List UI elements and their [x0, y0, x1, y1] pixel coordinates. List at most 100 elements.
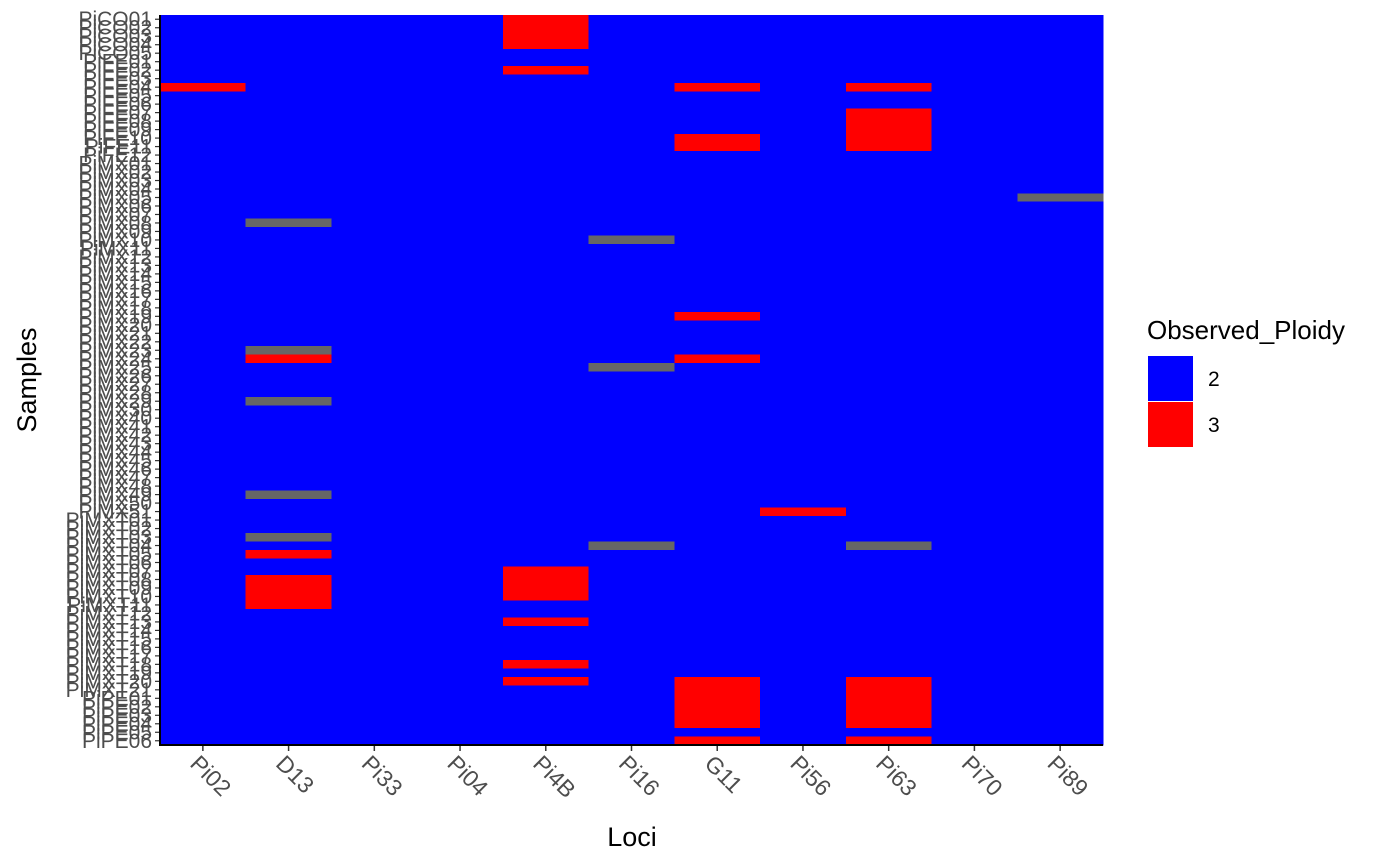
heatmap-cell	[245, 218, 333, 228]
heatmap-cell	[245, 116, 333, 126]
heatmap-cell	[245, 380, 333, 390]
y-tick-label: PiMX42	[78, 424, 152, 447]
heatmap-cell	[160, 736, 247, 746]
y-tick-label: PiMXT14	[66, 619, 153, 642]
heatmap-cell	[331, 558, 418, 568]
heatmap-cell	[245, 312, 333, 322]
heatmap-cell	[331, 159, 418, 169]
heatmap-cell	[588, 133, 675, 143]
heatmap-cell	[674, 668, 761, 678]
heatmap-cell	[502, 566, 590, 576]
y-tick-label: PiMX02	[78, 161, 152, 184]
heatmap-cell	[760, 363, 847, 373]
heatmap-cell	[417, 702, 504, 712]
y-tick-label: PiMXT13	[66, 611, 152, 634]
heatmap-cell	[1017, 609, 1104, 619]
heatmap-cell	[1017, 668, 1104, 678]
heatmap-cell	[1017, 312, 1104, 322]
heatmap-cell	[588, 643, 675, 653]
heatmap-cell	[845, 286, 933, 296]
heatmap-cell	[160, 422, 247, 432]
y-tick-label: PiMXT12	[66, 602, 152, 625]
heatmap-cell	[931, 159, 1018, 169]
heatmap-cell	[1017, 405, 1104, 415]
heatmap-cell	[674, 532, 761, 542]
heatmap-cell	[502, 210, 590, 220]
heatmap-cell	[417, 286, 504, 296]
heatmap-cell	[588, 65, 675, 76]
heatmap-cell	[760, 566, 847, 576]
heatmap-cell	[1017, 40, 1104, 50]
heatmap-cell	[502, 634, 590, 644]
y-tick-label: PiMXT08	[66, 568, 152, 591]
heatmap-cell	[160, 91, 247, 101]
heatmap-cell	[331, 634, 418, 644]
heatmap-cell	[674, 702, 761, 712]
heatmap-cell	[1017, 380, 1104, 390]
heatmap-cell	[331, 515, 418, 525]
y-tick-label: PiFE06	[83, 93, 152, 116]
heatmap-cell	[160, 532, 247, 542]
heatmap-cell	[674, 728, 761, 738]
heatmap-cell	[588, 74, 675, 84]
heatmap-cell	[760, 320, 847, 330]
heatmap-cell	[245, 507, 333, 517]
x-tick-label: Pi16	[614, 750, 665, 801]
heatmap-cell	[245, 422, 333, 432]
heatmap-cell	[588, 498, 675, 508]
heatmap-cell	[588, 303, 675, 313]
heatmap-cell	[845, 371, 933, 381]
heatmap-cell	[1017, 252, 1104, 262]
heatmap-cell	[502, 193, 590, 203]
heatmap-cell	[245, 719, 333, 729]
heatmap-cell	[674, 660, 761, 670]
heatmap-cell	[502, 685, 590, 695]
heatmap-cell	[588, 371, 675, 381]
heatmap-cell	[160, 82, 247, 92]
heatmap-cell	[1017, 176, 1104, 186]
heatmap-cell	[845, 566, 933, 576]
heatmap-cell	[845, 40, 933, 50]
heatmap-cell	[502, 31, 590, 42]
heatmap-cell	[674, 244, 761, 254]
heatmap-cell	[931, 23, 1018, 33]
heatmap-cell	[502, 575, 590, 585]
heatmap-cell	[760, 312, 847, 322]
heatmap-cell	[674, 40, 761, 50]
heatmap-cell	[245, 549, 333, 559]
heatmap-cell	[588, 719, 675, 729]
heatmap-cell	[760, 413, 847, 424]
heatmap-cell	[331, 82, 418, 92]
y-axis-ticks: PiCO01PiCO02PiCO03PiCO04PiCO05PiFE01PiFE…	[66, 8, 160, 753]
heatmap-cell	[760, 65, 847, 76]
heatmap-cell	[931, 184, 1018, 194]
heatmap-cell	[331, 422, 418, 432]
heatmap-cell	[760, 193, 847, 203]
heatmap-cell	[1017, 617, 1104, 627]
heatmap-cell	[417, 464, 504, 474]
heatmap-cell	[1017, 507, 1104, 517]
heatmap-cell	[845, 354, 933, 364]
heatmap-cell	[331, 541, 418, 551]
y-tick-label: PiMX15	[78, 271, 152, 294]
heatmap-cell	[502, 736, 590, 746]
heatmap-cell	[331, 23, 418, 33]
heatmap-cell	[674, 380, 761, 390]
heatmap-cell	[245, 261, 333, 271]
heatmap-cell	[417, 728, 504, 738]
heatmap-cell	[160, 48, 247, 59]
heatmap-cell	[588, 413, 675, 424]
heatmap-cell	[588, 40, 675, 50]
heatmap-cell	[245, 634, 333, 644]
heatmap-cell	[845, 626, 933, 636]
heatmap-cell	[1017, 23, 1104, 33]
heatmap-cell	[502, 167, 590, 177]
heatmap-cell	[160, 575, 247, 585]
heatmap-cell	[245, 583, 333, 593]
heatmap-cell	[502, 490, 590, 500]
heatmap-cell	[845, 167, 933, 177]
heatmap-cell	[674, 694, 761, 704]
heatmap-cell	[674, 108, 761, 118]
heatmap-cell	[331, 337, 418, 347]
heatmap-cell	[845, 592, 933, 602]
